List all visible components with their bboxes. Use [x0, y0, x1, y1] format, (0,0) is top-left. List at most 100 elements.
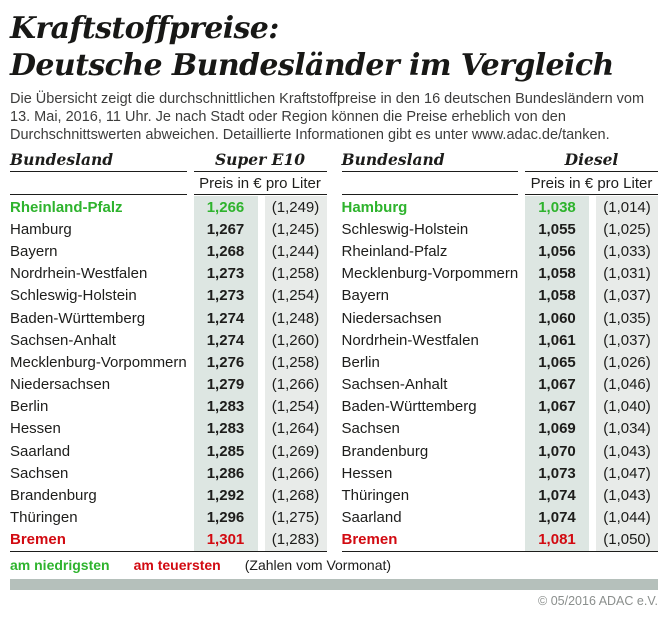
state-name: Nordrhein-Westfalen	[341, 331, 479, 349]
table-row: Berlin 1,283 (1,254)	[10, 395, 327, 418]
state-name: Niedersachsen	[341, 309, 442, 327]
price-current: 1,067	[525, 373, 589, 396]
price-current: 1,081	[525, 528, 589, 551]
price-previous-month: (1,248)	[264, 306, 327, 330]
header-divider	[10, 171, 327, 173]
state-name: Schleswig-Holstein	[341, 220, 469, 238]
price-previous-month: (1,043)	[596, 440, 658, 463]
price-previous-month: (1,258)	[264, 351, 327, 374]
table-row: Bremen 1,301 (1,283)	[10, 528, 327, 551]
header-divider	[341, 194, 658, 196]
table-header-row: Bundesland Diesel	[342, 150, 659, 171]
price-current: 1,058	[525, 284, 589, 307]
footer-bar	[10, 579, 658, 590]
price-current: 1,067	[525, 395, 589, 418]
price-current: 1,279	[193, 373, 258, 396]
table-row: Niedersachsen 1,060 (1,035)	[341, 306, 658, 330]
price-current: 1,286	[193, 462, 258, 485]
price-current: 1,274	[193, 329, 258, 352]
table-row: Hamburg 1,267 (1,245)	[10, 218, 327, 241]
price-previous-month: (1,260)	[264, 329, 327, 352]
state-name: Thüringen	[10, 509, 78, 527]
table-row: Baden-Württemberg 1,067 (1,040)	[341, 395, 658, 418]
state-name: Sachsen-Anhalt	[10, 331, 116, 349]
column-header-bundesland: Bundesland	[10, 150, 114, 169]
table-row: Schleswig-Holstein 1,055 (1,025)	[341, 218, 658, 241]
price-current: 1,273	[193, 284, 258, 307]
price-previous-month: (1,035)	[596, 306, 658, 330]
state-name: Hessen	[341, 464, 393, 482]
price-current: 1,301	[193, 528, 258, 551]
table-row: Hamburg 1,038 (1,014)	[341, 196, 658, 219]
state-name: Bayern	[10, 242, 58, 260]
price-previous-month: (1,244)	[264, 240, 327, 263]
state-name: Schleswig-Holstein	[10, 287, 137, 305]
table-row: Sachsen 1,069 (1,034)	[341, 417, 658, 441]
unit-row: Preis in € pro Liter	[10, 173, 327, 194]
state-name: Brandenburg	[341, 442, 429, 460]
price-current: 1,266	[193, 196, 258, 219]
price-previous-month: (1,046)	[596, 373, 658, 396]
table-row: Bayern 1,268 (1,244)	[10, 240, 327, 263]
price-previous-month: (1,258)	[264, 262, 327, 285]
unit-label: Preis in € pro Liter	[199, 175, 321, 192]
table-row: Brandenburg 1,292 (1,268)	[10, 484, 327, 507]
price-current: 1,058	[525, 262, 589, 285]
table-row: Nordrhein-Westfalen 1,273 (1,258)	[10, 262, 327, 285]
table-row: Rheinland-Pfalz 1,266 (1,249)	[10, 196, 327, 219]
price-current: 1,273	[193, 262, 258, 285]
price-current: 1,069	[525, 417, 589, 441]
state-name: Sachsen	[341, 420, 400, 438]
price-previous-month: (1,037)	[596, 284, 658, 307]
header-divider	[10, 194, 327, 196]
state-name: Niedersachsen	[10, 376, 111, 394]
table-row: Sachsen-Anhalt 1,067 (1,046)	[342, 373, 658, 396]
state-name: Saarland	[10, 442, 71, 460]
price-current: 1,038	[525, 196, 589, 219]
diesel-table: Bundesland Diesel Preis in € pro Liter H…	[341, 150, 659, 553]
state-name: Thüringen	[341, 487, 410, 505]
table-row: Mecklenburg-Vorpommern 1,276 (1,258)	[10, 351, 327, 374]
column-header-super-e10: Super E10	[214, 150, 306, 169]
table-bottom-divider	[341, 551, 658, 553]
price-current: 1,055	[525, 218, 589, 241]
price-previous-month: (1,254)	[264, 284, 327, 307]
legend: am niedrigsten am teuersten (Zahlen vom …	[10, 557, 658, 573]
price-previous-month: (1,034)	[596, 417, 658, 441]
state-name: Hessen	[10, 420, 61, 438]
price-current: 1,274	[193, 306, 258, 330]
copyright-text: © 05/2016 ADAC e.V.	[538, 594, 658, 608]
state-name: Hamburg	[341, 198, 408, 216]
state-name: Baden-Württemberg	[341, 398, 477, 416]
state-name: Hamburg	[10, 220, 72, 238]
table-row: Bremen 1,081 (1,050)	[342, 528, 658, 551]
table-row: Hessen 1,283 (1,264)	[10, 417, 327, 441]
price-previous-month: (1,043)	[596, 484, 658, 507]
price-current: 1,070	[525, 440, 589, 463]
table-bottom-divider	[10, 551, 327, 553]
state-name: Sachsen	[10, 464, 69, 482]
price-current: 1,285	[193, 440, 258, 463]
unit-label: Preis in € pro Liter	[530, 175, 653, 192]
price-current: 1,074	[525, 484, 589, 507]
price-previous-month: (1,266)	[264, 373, 327, 396]
state-name: Rheinland-Pfalz	[341, 242, 448, 260]
price-current: 1,060	[525, 306, 589, 330]
price-previous-month: (1,014)	[596, 196, 658, 219]
state-name: Mecklenburg-Vorpommern	[10, 353, 187, 371]
price-current: 1,065	[525, 351, 589, 374]
price-current: 1,292	[193, 484, 258, 507]
table-row: Hessen 1,073 (1,047)	[341, 462, 658, 485]
price-previous-month: (1,040)	[596, 395, 658, 418]
legend-lowest-label: am niedrigsten	[10, 557, 110, 573]
intro-text: Die Übersicht zeigt die durchschnittlich…	[10, 91, 645, 143]
table-row: Niedersachsen 1,279 (1,266)	[10, 373, 327, 396]
unit-row: Preis in € pro Liter	[342, 173, 659, 194]
table-row: Nordrhein-Westfalen 1,061 (1,037)	[341, 329, 658, 352]
price-current: 1,061	[525, 329, 589, 352]
legend-note: (Zahlen vom Vormonat)	[244, 557, 392, 573]
price-previous-month: (1,044)	[596, 506, 658, 529]
table-header-row: Bundesland Super E10	[10, 150, 327, 171]
price-tables: Bundesland Super E10 Preis in € pro Lite…	[10, 150, 658, 553]
price-previous-month: (1,268)	[264, 484, 327, 507]
